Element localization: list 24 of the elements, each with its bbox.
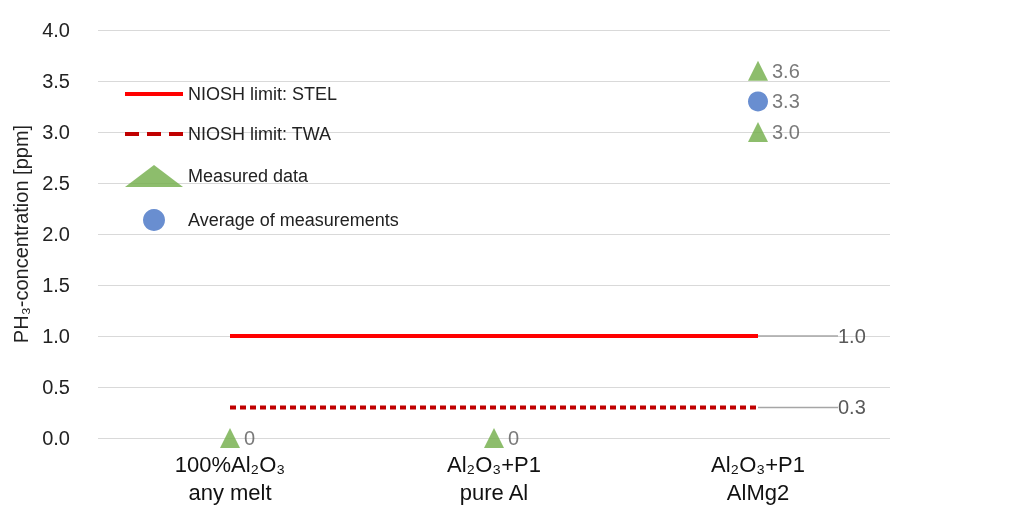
legend-label: NIOSH limit: STEL <box>188 84 338 104</box>
data-label: 0 <box>508 427 520 449</box>
x-tick-label: 100%Al₂O₃ any melt <box>174 451 286 505</box>
x-tick-label: Al₂O₃+P1 pure Al <box>447 451 541 505</box>
y-tick-label: 0.5 <box>42 376 70 398</box>
y-tick-label: 1.5 <box>42 274 70 296</box>
y-tick-label: 3.5 <box>42 70 70 92</box>
data-label: 0 <box>244 427 256 449</box>
y-tick-label: 2.5 <box>42 172 70 194</box>
data-label: 3.0 <box>772 121 800 143</box>
y-tick-label: 2.0 <box>42 223 70 245</box>
data-label: 0.3 <box>838 396 866 419</box>
y-tick-label: 3.0 <box>42 121 70 143</box>
data-label: 3.6 <box>772 59 800 82</box>
data-label: 1.0 <box>838 325 866 347</box>
y-axis-title: PH₃-concentration [ppm] <box>10 124 33 344</box>
legend-label: Average of measurements <box>188 210 399 230</box>
y-tick-label: 4.0 <box>42 19 70 41</box>
y-tick-label: 0.0 <box>42 427 70 449</box>
legend-label: Measured data <box>188 166 310 186</box>
data-label: 3.3 <box>772 90 800 113</box>
legend-label: NIOSH limit: TWA <box>188 124 331 144</box>
y-tick-label: 1.0 <box>42 325 70 347</box>
x-tick-label: Al₂O₃+P1 AlMg2 <box>711 451 805 505</box>
